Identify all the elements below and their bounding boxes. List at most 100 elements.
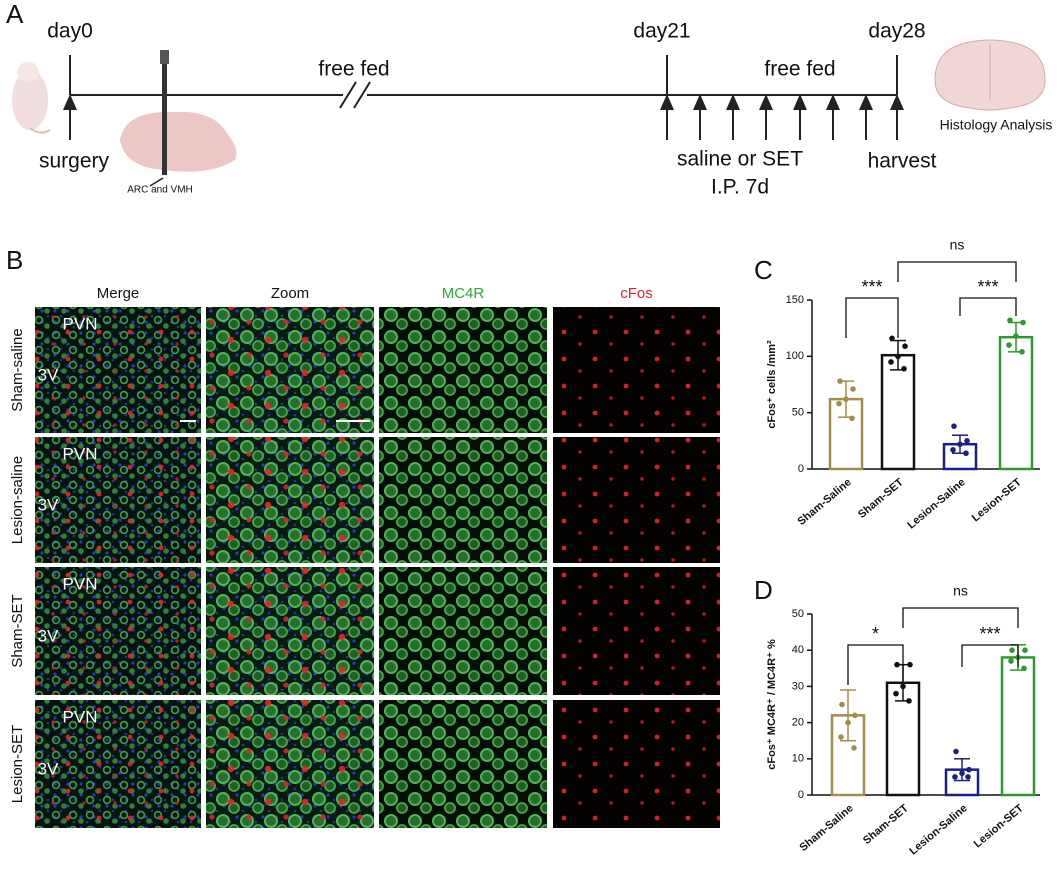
event-label: harvest bbox=[868, 150, 937, 173]
micrograph-grid: Merge Zoom MC4R cFos Sham-saline PVN 3V Lesion-… bbox=[9, 285, 720, 828]
bar bbox=[1000, 656, 1036, 797]
panel-label: A bbox=[6, 0, 24, 29]
y-axis-label: cFos⁺ cells /mm² bbox=[766, 340, 778, 429]
data-point bbox=[902, 343, 908, 349]
region-label: PVN bbox=[63, 574, 98, 593]
x-tick-label: Sham-SET bbox=[861, 802, 911, 847]
arrow-head bbox=[859, 94, 873, 110]
y-tick-label: 50 bbox=[792, 608, 804, 620]
arrow-head bbox=[63, 94, 77, 110]
micrograph bbox=[206, 700, 374, 828]
data-point bbox=[838, 734, 844, 740]
arrow-head bbox=[693, 94, 707, 110]
break-mark bbox=[339, 81, 357, 109]
data-point bbox=[900, 683, 906, 690]
coronal-brain-icon bbox=[934, 39, 1046, 111]
data-point bbox=[1007, 317, 1013, 324]
data-point bbox=[1020, 319, 1026, 326]
arrow-head bbox=[826, 94, 840, 110]
micrograph bbox=[553, 307, 720, 433]
micrograph bbox=[35, 307, 201, 433]
micrograph bbox=[206, 567, 374, 695]
y-tick-label: 0 bbox=[798, 463, 804, 475]
x-tick-label: Lesion-SET bbox=[970, 476, 1024, 524]
panel-label: C bbox=[754, 255, 773, 285]
y-tick-label: 30 bbox=[792, 680, 804, 692]
day-label: day28 bbox=[868, 20, 925, 43]
data-point bbox=[951, 423, 957, 429]
data-point bbox=[901, 365, 907, 372]
region-label: PVN bbox=[63, 444, 98, 463]
significance-bracket bbox=[897, 261, 1017, 282]
row-label: Sham-saline bbox=[9, 328, 26, 411]
micrograph bbox=[379, 567, 547, 695]
significance-label: *** bbox=[979, 624, 1000, 644]
data-point bbox=[964, 438, 970, 444]
y-tick-label: 10 bbox=[792, 753, 804, 765]
data-point bbox=[851, 745, 857, 751]
data-point bbox=[952, 774, 958, 780]
x-tick-label: Lesion-Saline bbox=[907, 802, 970, 857]
data-point bbox=[1008, 658, 1014, 664]
y-tick-label: 0 bbox=[798, 789, 804, 801]
arrow-head bbox=[660, 94, 674, 110]
data-point bbox=[849, 415, 855, 422]
data-point bbox=[959, 770, 965, 777]
data-point bbox=[1019, 349, 1025, 355]
panel-b: B Merge Zoom MC4R cFos Sham-saline PVN 3V Lesio… bbox=[6, 245, 720, 828]
data-point bbox=[953, 748, 959, 755]
column-header: Merge bbox=[97, 285, 140, 302]
day-label: day21 bbox=[633, 20, 690, 43]
arrow-head bbox=[793, 94, 807, 110]
significance-label: * bbox=[872, 624, 879, 644]
micrograph bbox=[206, 437, 374, 563]
significance-bracket bbox=[902, 607, 1019, 628]
region-label: 3V bbox=[38, 626, 59, 645]
region-label: PVN bbox=[63, 707, 98, 726]
data-point bbox=[850, 386, 856, 392]
x-tick-label: Sham-Saline bbox=[798, 802, 856, 854]
data-point bbox=[1013, 333, 1019, 339]
break-mark bbox=[353, 81, 371, 109]
y-tick-label: 150 bbox=[786, 294, 804, 306]
data-point bbox=[895, 353, 901, 360]
arrow-head bbox=[726, 94, 740, 110]
phase-label: free fed bbox=[764, 58, 835, 81]
histology-label: Histology Analysis bbox=[940, 117, 1053, 133]
arrow-head bbox=[759, 94, 773, 110]
region-label: 3V bbox=[38, 759, 59, 778]
event-label: surgery bbox=[39, 150, 110, 173]
region-label: 3V bbox=[38, 495, 59, 514]
data-point bbox=[965, 774, 971, 780]
region-label: PVN bbox=[63, 314, 98, 333]
significance-bracket bbox=[959, 297, 1017, 316]
significance-label: *** bbox=[977, 277, 998, 297]
micrograph bbox=[35, 437, 201, 563]
micrograph bbox=[35, 700, 201, 828]
arrows bbox=[63, 94, 904, 140]
row-label: Lesion-SET bbox=[9, 725, 26, 803]
event-label: saline or SET bbox=[677, 148, 803, 171]
micrograph bbox=[206, 307, 374, 433]
data-point bbox=[837, 378, 843, 384]
significance-bracket bbox=[847, 644, 904, 685]
x-tick-label: Lesion-SET bbox=[972, 802, 1026, 850]
micrograph bbox=[379, 700, 547, 828]
data-point bbox=[836, 400, 842, 407]
bar bbox=[998, 335, 1034, 471]
micrograph bbox=[553, 437, 720, 563]
panel-label: B bbox=[6, 245, 23, 275]
data-point bbox=[894, 661, 900, 668]
panel-a: A day0 free fed day21 free fed day28 sur… bbox=[6, 0, 1052, 199]
significance-bracket bbox=[845, 297, 899, 338]
data-point bbox=[1021, 665, 1027, 672]
significance-label: *** bbox=[861, 277, 882, 297]
break-gap bbox=[343, 82, 367, 108]
data-point bbox=[950, 447, 956, 453]
y-axis-label: cFos⁺ MC4R⁺ / MC4R⁺ % bbox=[766, 639, 778, 770]
event-label: I.P. 7d bbox=[711, 176, 769, 199]
micrograph bbox=[379, 307, 547, 433]
data-point bbox=[845, 719, 851, 726]
